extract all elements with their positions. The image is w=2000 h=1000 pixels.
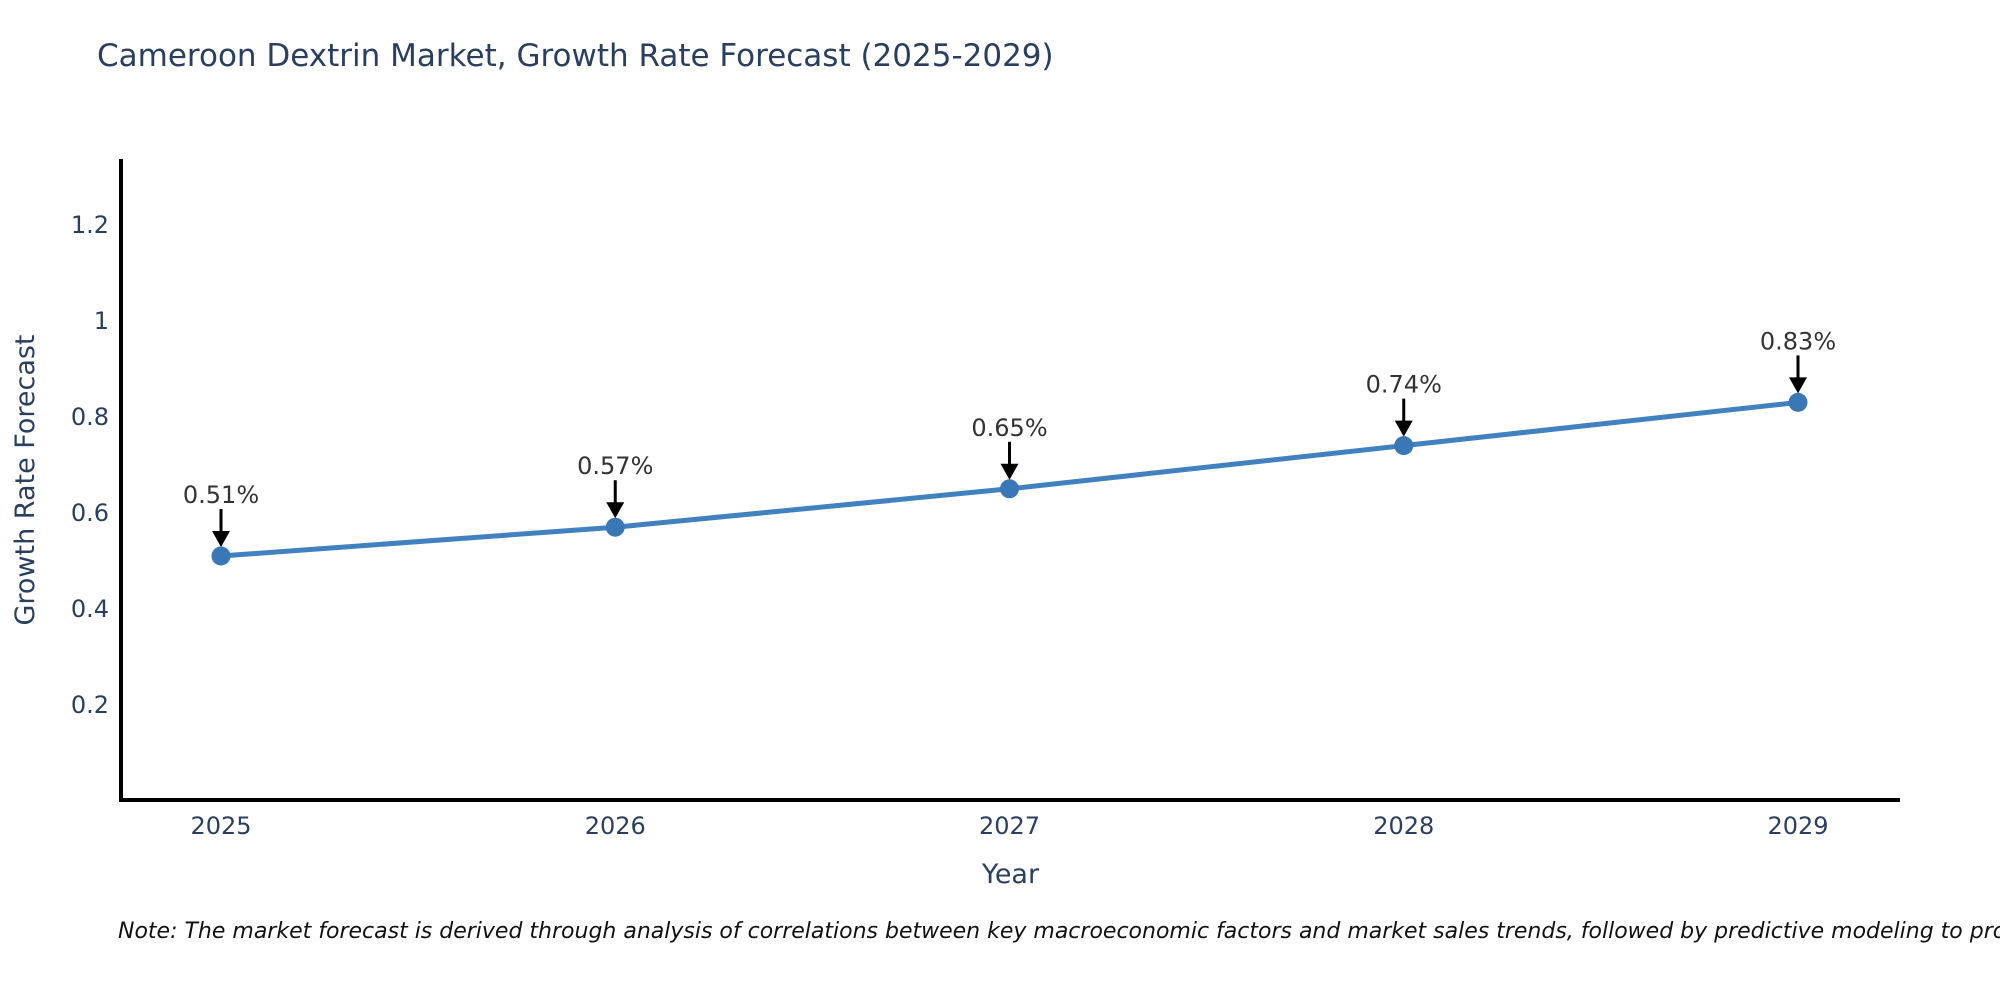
annotation-label: 0.83% [1760, 327, 1836, 355]
y-tick-label: 0.2 [71, 691, 109, 719]
data-point [605, 517, 625, 537]
x-tick-label: 2029 [1767, 812, 1828, 840]
annotation-arrowhead [1000, 463, 1019, 480]
data-point [1788, 392, 1808, 412]
y-tick-label: 0.8 [71, 403, 109, 431]
x-tick-label: 2028 [1373, 812, 1434, 840]
data-point [211, 546, 231, 566]
annotation-label: 0.57% [577, 452, 653, 480]
x-tick-label: 2027 [979, 812, 1040, 840]
annotation-label: 0.65% [971, 414, 1047, 442]
annotation-label: 0.51% [183, 481, 259, 509]
annotation-label: 0.74% [1366, 371, 1442, 399]
annotation-arrowhead [212, 531, 230, 547]
annotation-arrowhead [1789, 377, 1807, 394]
x-tick-label: 2025 [190, 812, 251, 840]
annotation-arrowhead [606, 502, 625, 519]
x-tick-label: 2026 [585, 812, 646, 840]
data-point [1000, 479, 1019, 499]
data-point [1394, 436, 1414, 456]
y-axis-title: Growth Rate Forecast [10, 334, 41, 625]
y-tick-label: 0.6 [71, 499, 109, 527]
chart-title: Cameroon Dextrin Market, Growth Rate For… [97, 38, 1054, 74]
annotation-arrowhead [1394, 420, 1413, 437]
y-tick-label: 0.4 [71, 595, 109, 623]
x-axis-title: Year [981, 859, 1040, 890]
y-tick-label: 1 [94, 307, 109, 335]
y-tick-label: 1.2 [71, 211, 109, 239]
footnote: Note: The market forecast is derived thr… [118, 919, 2000, 944]
